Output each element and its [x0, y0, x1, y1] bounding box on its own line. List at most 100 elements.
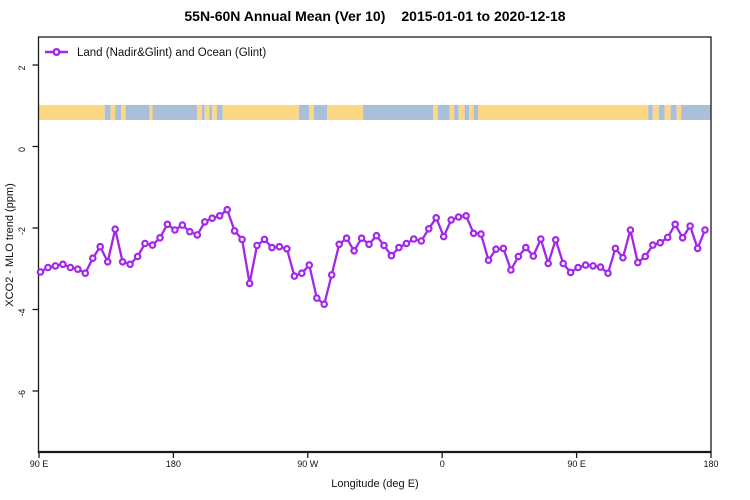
land-segment: [469, 104, 474, 121]
data-point-marker: [648, 241, 657, 249]
land-segment: [458, 104, 465, 121]
data-point-marker: [335, 240, 344, 249]
data-point-marker: [604, 269, 612, 278]
data-point-marker: [223, 205, 232, 214]
data-point-marker: [89, 254, 97, 263]
data-point-marker: [178, 221, 187, 229]
ocean-segment: [152, 104, 198, 121]
data-point-marker: [275, 242, 284, 251]
data-point-marker: [395, 243, 403, 252]
land-segment: [149, 104, 153, 121]
data-point-marker: [439, 232, 448, 241]
data-point-marker: [260, 235, 269, 244]
land-segment: [449, 104, 455, 121]
data-point-marker: [171, 226, 179, 234]
land-segment: [204, 104, 210, 121]
data-point-marker: [619, 253, 627, 262]
land-segment: [309, 104, 314, 121]
data-point-marker: [678, 234, 687, 242]
land-segment: [110, 104, 116, 121]
data-point-marker: [118, 257, 127, 266]
data-point-marker: [432, 214, 441, 222]
data-point-marker: [693, 244, 702, 253]
data-point-marker: [141, 239, 149, 248]
y-tick-label: 2: [17, 65, 27, 70]
ocean-segment: [670, 104, 677, 121]
data-point-marker: [536, 235, 545, 243]
ocean-segment: [104, 104, 111, 121]
data-point-marker: [484, 256, 493, 265]
data-point-marker: [208, 214, 217, 223]
y-axis-title: XCO2 - MLO trend (ppm): [4, 183, 16, 306]
data-point-marker: [663, 233, 672, 242]
data-point-marker: [447, 216, 456, 224]
data-point-marker: [193, 231, 202, 239]
data-point-marker: [148, 241, 157, 249]
data-point-marker: [633, 258, 642, 267]
data-point-marker: [238, 235, 246, 244]
data-point-marker: [312, 294, 321, 302]
data-point-marker: [36, 268, 45, 276]
land-segment: [222, 104, 299, 121]
data-point-marker: [350, 247, 358, 255]
data-point-marker: [387, 251, 396, 260]
data-point-marker: [402, 239, 411, 248]
data-point-marker: [133, 252, 142, 261]
data-point-marker: [521, 243, 530, 252]
land-segment: [652, 104, 659, 121]
ocean-segment: [648, 104, 653, 121]
data-point-marker: [581, 261, 590, 269]
data-point-marker: [469, 229, 478, 238]
x-tick-label: 90 W: [297, 459, 319, 469]
ocean-segment: [115, 104, 122, 121]
y-tick-label: -6: [17, 390, 27, 398]
land-segment: [664, 104, 671, 121]
data-point-marker: [417, 237, 426, 245]
data-point-marker: [126, 260, 134, 269]
data-point-marker: [574, 263, 582, 272]
y-tick-label: -4: [17, 308, 27, 316]
data-point-marker: [566, 268, 575, 277]
data-point-marker: [409, 235, 418, 243]
data-point-marker: [596, 263, 605, 271]
data-point-marker: [245, 279, 254, 288]
chart-title-daterange: 2015-01-01 to 2020-12-18: [401, 8, 566, 24]
data-point-marker: [492, 245, 500, 254]
data-point-marker: [454, 213, 463, 221]
data-point-marker: [514, 252, 523, 261]
x-tick-label: 0: [440, 459, 445, 469]
ocean-segment: [437, 104, 450, 121]
ocean-segment: [363, 104, 434, 121]
ocean-segment: [209, 104, 213, 121]
data-point-marker: [186, 227, 194, 236]
data-point-marker: [305, 261, 314, 269]
ocean-segment: [658, 104, 665, 121]
data-point-marker: [357, 234, 366, 243]
x-tick-label: 90 E: [567, 459, 586, 469]
data-point-marker: [111, 225, 120, 234]
data-point-marker: [297, 269, 306, 278]
ocean-segment: [681, 104, 711, 121]
land-segment: [478, 104, 649, 121]
data-point-marker: [230, 227, 239, 235]
axis-ticks: [32, 64, 712, 458]
data-point-marker: [103, 257, 112, 266]
data-point-marker: [163, 220, 172, 229]
data-point-marker: [44, 263, 52, 272]
data-point-marker: [671, 220, 680, 229]
data-point-marker: [559, 259, 568, 268]
data-point-marker: [611, 244, 620, 253]
data-point-marker: [701, 226, 709, 234]
y-tick-label: 0: [17, 147, 27, 152]
data-point-marker: [327, 271, 336, 279]
y-tick-label: -2: [17, 227, 27, 235]
land-segment: [433, 104, 438, 121]
ocean-segment: [473, 104, 479, 121]
data-point-marker: [529, 252, 538, 260]
ocean-segment: [125, 104, 150, 121]
data-point-marker: [544, 259, 553, 268]
plot-box: [37, 36, 712, 453]
chart-title-region: 55N-60N Annual Mean (Ver 10): [184, 8, 386, 24]
